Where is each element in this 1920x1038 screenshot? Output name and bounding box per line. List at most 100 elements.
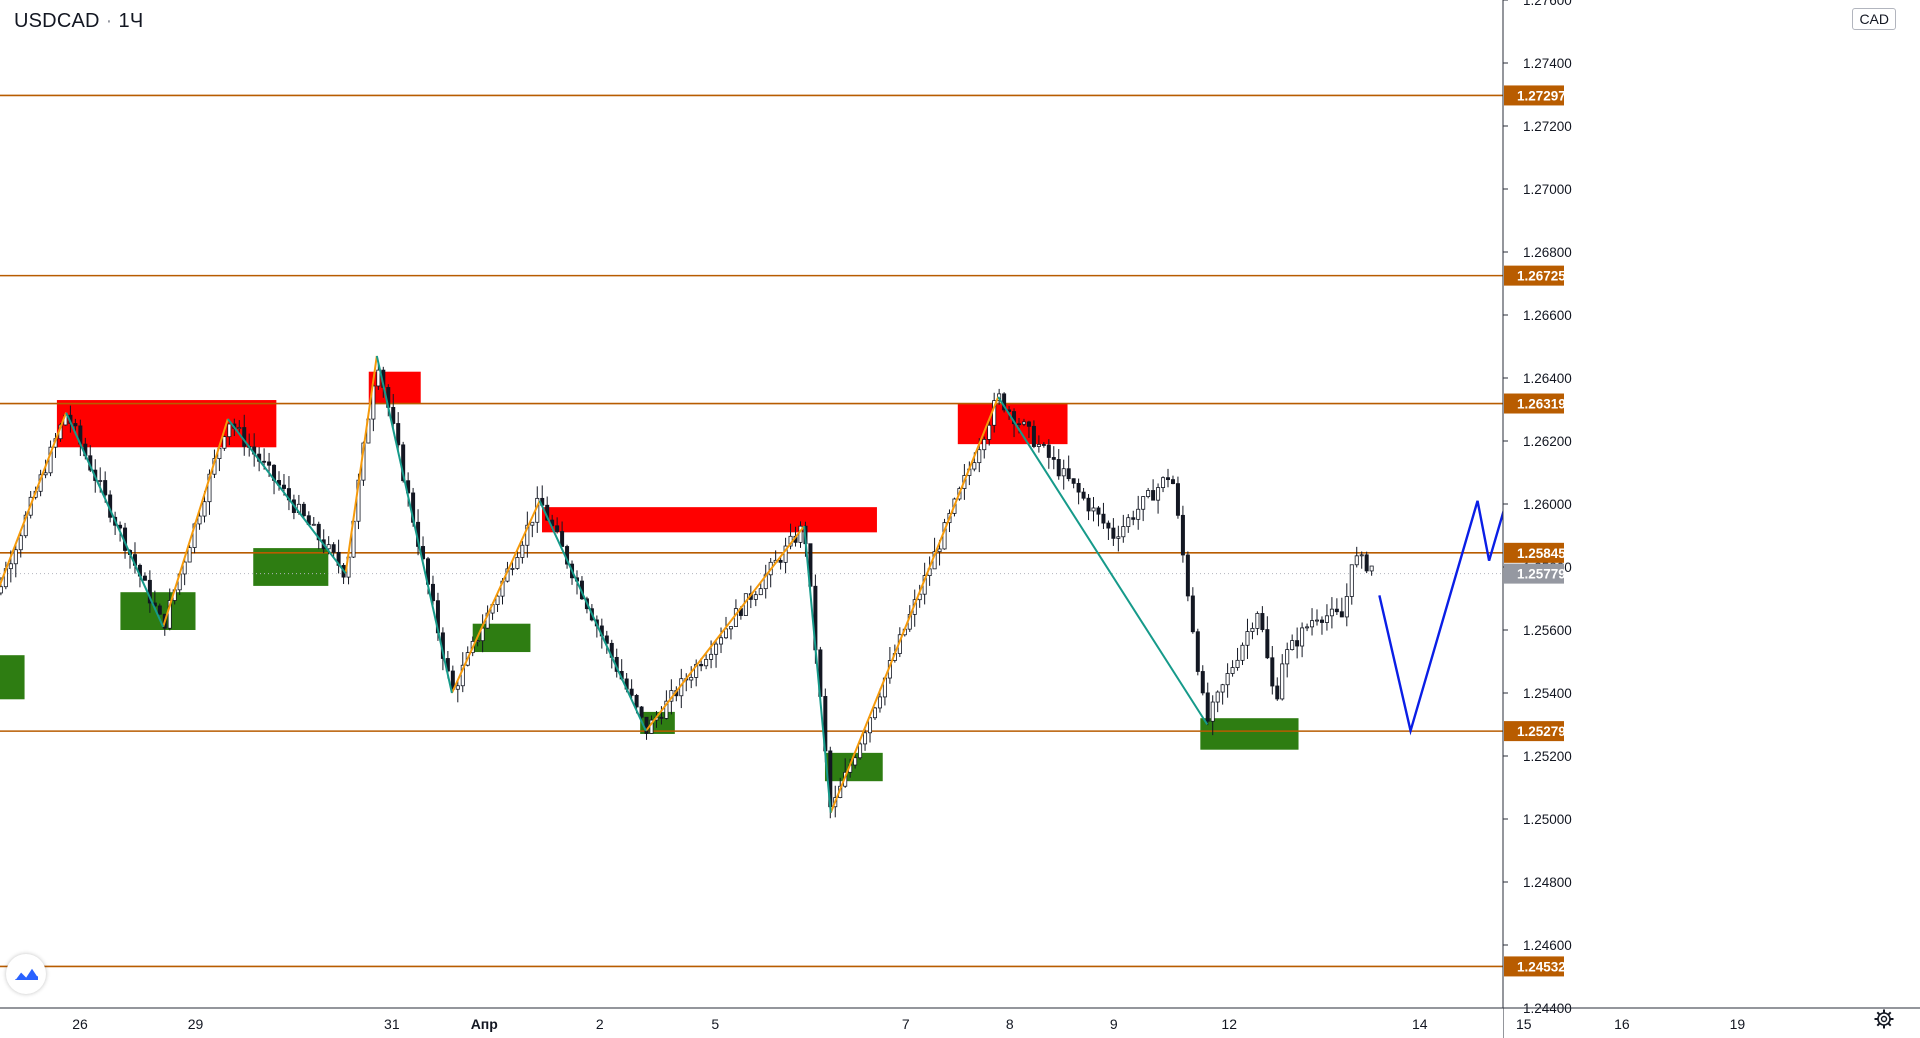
candle-body [396, 423, 401, 446]
candle-body [262, 460, 267, 463]
candle-body [1364, 554, 1369, 572]
candle [1031, 420, 1036, 449]
candle [1056, 449, 1061, 480]
price-level-tag [1504, 721, 1564, 742]
candle-body [1220, 684, 1225, 693]
candle [555, 517, 560, 534]
currency-badge[interactable]: CAD [1852, 8, 1896, 30]
candle [560, 521, 565, 547]
candle-body [376, 369, 381, 387]
candle [1260, 606, 1265, 633]
candle [495, 592, 500, 612]
time-axis-bg [0, 1008, 1503, 1038]
candle-body [242, 427, 247, 447]
candle-body [455, 685, 460, 690]
candle [1215, 690, 1220, 713]
price-level-label: 1.25845 [1517, 546, 1566, 561]
candle-body [1056, 459, 1061, 477]
candle-body [1324, 615, 1329, 623]
candle-body [872, 707, 877, 719]
candle-body [982, 439, 987, 451]
zigzag-up-segment [829, 396, 1000, 814]
candle [858, 741, 863, 760]
candle [311, 517, 316, 526]
candle-body [142, 575, 147, 581]
candle-body [1300, 627, 1305, 647]
title-separator: · [105, 10, 113, 32]
candle-body [1359, 554, 1364, 557]
gear-icon[interactable] [1873, 1008, 1895, 1030]
candle-body [699, 663, 704, 667]
zigzag-down-segment [65, 412, 165, 628]
candle [1195, 628, 1200, 676]
candle [1081, 487, 1086, 501]
candle [1180, 505, 1185, 563]
candle-body [1200, 671, 1205, 694]
time-tick-label: 29 [188, 1016, 204, 1032]
candle-body [1086, 497, 1091, 512]
candle [1369, 565, 1374, 576]
demand-zone [0, 655, 25, 700]
candle-body [664, 700, 669, 719]
candle-body [1106, 522, 1111, 529]
candle-body [733, 608, 738, 627]
candle [853, 752, 858, 769]
candle-body [853, 757, 858, 766]
candle-body [187, 547, 192, 563]
candle [604, 630, 609, 654]
candle [331, 542, 336, 558]
candle-body [972, 462, 977, 470]
candle [510, 561, 515, 576]
price-axis[interactable]: 1.27600 1.27400 1.27200 1.27000 1.26800 1.266… [1502, 0, 1920, 1038]
candle [872, 706, 877, 721]
candle-body [1131, 517, 1136, 520]
candle-body [1260, 613, 1265, 630]
price-level-tag [1504, 265, 1564, 286]
candle-body [202, 501, 207, 517]
zigzag-up-segment [344, 355, 378, 574]
candle [1141, 496, 1146, 522]
candle [1116, 525, 1121, 552]
candle [1265, 616, 1270, 660]
candle [1046, 439, 1051, 469]
price-tick-label: 1.25600 [1523, 623, 1572, 638]
candle [1166, 468, 1171, 488]
candle-body [1170, 479, 1175, 485]
candle-body [1166, 477, 1171, 480]
candle [1156, 483, 1161, 514]
candle [1185, 551, 1190, 602]
candle-body [728, 626, 733, 630]
candle-body [1061, 468, 1066, 477]
symbol-title[interactable]: USDCAD · 1Ч [14, 10, 143, 33]
price-level-label: 1.27297 [1517, 88, 1566, 103]
zigzag-up-segment [451, 500, 541, 694]
price-tick-label: 1.27000 [1523, 182, 1572, 197]
time-tick-label: 8 [1006, 1016, 1014, 1032]
candle-body [1310, 620, 1315, 628]
time-axis[interactable]: 26 29 31 Апр 2 5 7 8 9 12 14 15 16 19 [0, 1007, 1920, 1038]
candle-body [1329, 608, 1334, 617]
candle [1096, 506, 1101, 527]
zigzag-up-segment [0, 412, 68, 588]
candle [987, 420, 992, 446]
candle-body [1026, 421, 1031, 427]
candle-body [1190, 595, 1195, 633]
candle-body [709, 653, 714, 660]
tradingview-logo-icon[interactable] [6, 954, 46, 994]
candle [1101, 502, 1106, 530]
candle-body [510, 567, 515, 570]
price-tick-label: 1.24800 [1523, 875, 1572, 890]
candle-body [391, 407, 396, 424]
price-tick-label: 1.27400 [1523, 56, 1572, 71]
candle-body [1021, 421, 1026, 425]
candle [525, 511, 530, 558]
candle [301, 501, 306, 519]
supply-zone [542, 507, 877, 533]
candle-body [1136, 508, 1141, 520]
candle [1175, 476, 1180, 519]
candle [1161, 476, 1166, 493]
candle [1106, 520, 1111, 540]
candle-body [863, 732, 868, 745]
candle-body [222, 436, 227, 449]
